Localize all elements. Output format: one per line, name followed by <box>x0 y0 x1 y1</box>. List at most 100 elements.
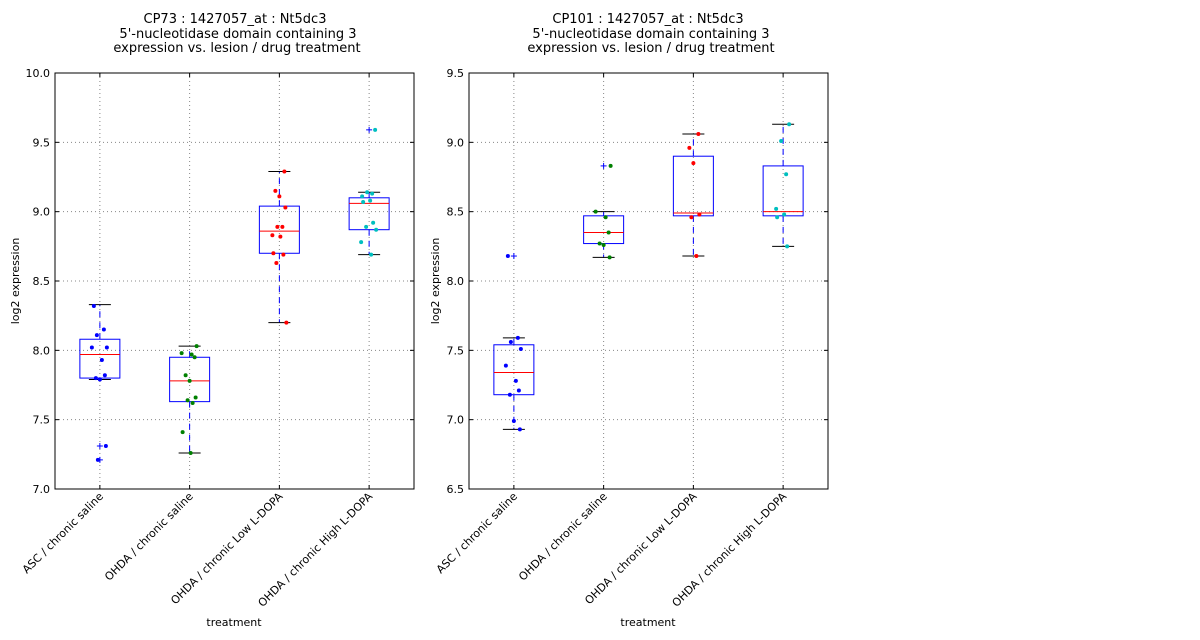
data-point <box>97 377 102 382</box>
data-point <box>188 450 193 455</box>
data-point <box>507 392 512 397</box>
y-axis-label: log2 expression <box>9 238 22 325</box>
data-point <box>597 241 602 246</box>
data-point <box>691 161 696 166</box>
data-point <box>513 378 518 383</box>
data-point <box>282 169 287 174</box>
data-point <box>190 401 195 406</box>
iqr-box <box>672 155 714 217</box>
data-point <box>503 363 508 368</box>
y-axis-label: log2 expression <box>429 238 442 325</box>
chart-title-line-3: expression vs. lesion / drug treatment <box>527 41 774 56</box>
data-point <box>189 352 194 357</box>
box-2 <box>169 344 211 455</box>
data-point <box>192 355 197 360</box>
data-point <box>373 127 378 132</box>
data-point <box>785 244 790 249</box>
panel-cp73: CP73 : 1427057_at : Nt5dc3 5'-nucleotida… <box>9 12 415 629</box>
data-point <box>370 191 375 196</box>
data-point <box>103 444 108 449</box>
data-point <box>274 260 279 265</box>
x-axis-label: treatment <box>620 616 676 629</box>
data-point <box>687 145 692 150</box>
data-point <box>515 335 520 340</box>
x-tick-label: OHDA / chronic saline <box>516 490 610 584</box>
data-point <box>278 234 283 239</box>
data-point <box>180 430 185 435</box>
data-point <box>94 333 99 338</box>
data-point <box>517 427 522 432</box>
data-point <box>270 233 275 238</box>
data-point <box>271 251 276 256</box>
data-point <box>95 457 100 462</box>
data-point <box>516 388 521 393</box>
y-tick-label: 9.5 <box>447 67 465 80</box>
y-tick-label: 7.0 <box>33 483 51 496</box>
chart-title-line-2: 5'-nucleotidase domain containing 3 <box>532 27 769 42</box>
plot-area-frame <box>468 72 829 490</box>
data-point <box>505 254 510 259</box>
y-tick-label: 8.5 <box>33 275 51 288</box>
data-point <box>374 227 379 232</box>
iqr-box <box>169 356 211 403</box>
data-point <box>89 345 94 350</box>
data-point <box>102 373 107 378</box>
y-tick-label: 9.0 <box>447 136 465 149</box>
data-point <box>696 132 701 137</box>
y-tick-label: 8.0 <box>33 344 51 357</box>
data-point <box>371 220 376 225</box>
data-point <box>508 340 513 345</box>
data-point <box>694 254 699 259</box>
data-point <box>361 199 366 204</box>
y-tick-label: 9.0 <box>33 206 51 219</box>
x-axis-label: treatment <box>206 616 262 629</box>
box-4 <box>762 122 804 249</box>
panel-cp101: CP101 : 1427057_at : Nt5dc3 5'-nucleotid… <box>429 12 829 629</box>
y-tick-label: 7.0 <box>447 414 465 427</box>
y-tick-label: 10.0 <box>26 67 51 80</box>
data-point <box>603 215 608 220</box>
data-point <box>275 224 280 229</box>
y-tick-label: 8.5 <box>447 206 465 219</box>
y-tick-label: 6.5 <box>447 483 465 496</box>
data-point <box>601 242 606 247</box>
box-3 <box>258 169 300 325</box>
data-point <box>104 345 109 350</box>
chart-title-line-3: expression vs. lesion / drug treatment <box>113 41 360 56</box>
data-point <box>775 215 780 220</box>
data-point <box>280 224 285 229</box>
iqr-box <box>258 205 300 254</box>
data-point <box>511 419 516 424</box>
data-point <box>101 327 106 332</box>
data-point <box>273 188 278 193</box>
x-tick-label: OHDA / chronic saline <box>102 490 196 584</box>
data-point <box>697 212 702 217</box>
data-point <box>185 398 190 403</box>
data-point <box>91 303 96 308</box>
data-point <box>518 346 523 351</box>
chart-title-line-1: CP73 : 1427057_at : Nt5dc3 <box>144 12 327 27</box>
data-point <box>360 194 365 199</box>
y-tick-label: 7.5 <box>447 344 465 357</box>
y-tick-label: 7.5 <box>33 414 51 427</box>
data-point <box>183 373 188 378</box>
plot-area-frame <box>54 72 415 490</box>
data-point <box>281 252 286 257</box>
data-point <box>359 240 364 245</box>
data-point <box>277 194 282 199</box>
data-point <box>593 209 598 214</box>
box-2 <box>583 162 625 260</box>
data-point <box>187 378 192 383</box>
data-point <box>283 205 288 210</box>
data-point <box>99 358 104 363</box>
data-point <box>284 320 289 325</box>
box-3 <box>672 132 714 259</box>
data-point <box>774 206 779 211</box>
data-point <box>93 376 98 381</box>
iqr-box <box>493 344 535 396</box>
data-point <box>365 190 370 195</box>
box-4 <box>348 126 390 257</box>
data-point <box>607 255 612 260</box>
x-tick-label: ASC / chronic saline <box>20 490 106 576</box>
